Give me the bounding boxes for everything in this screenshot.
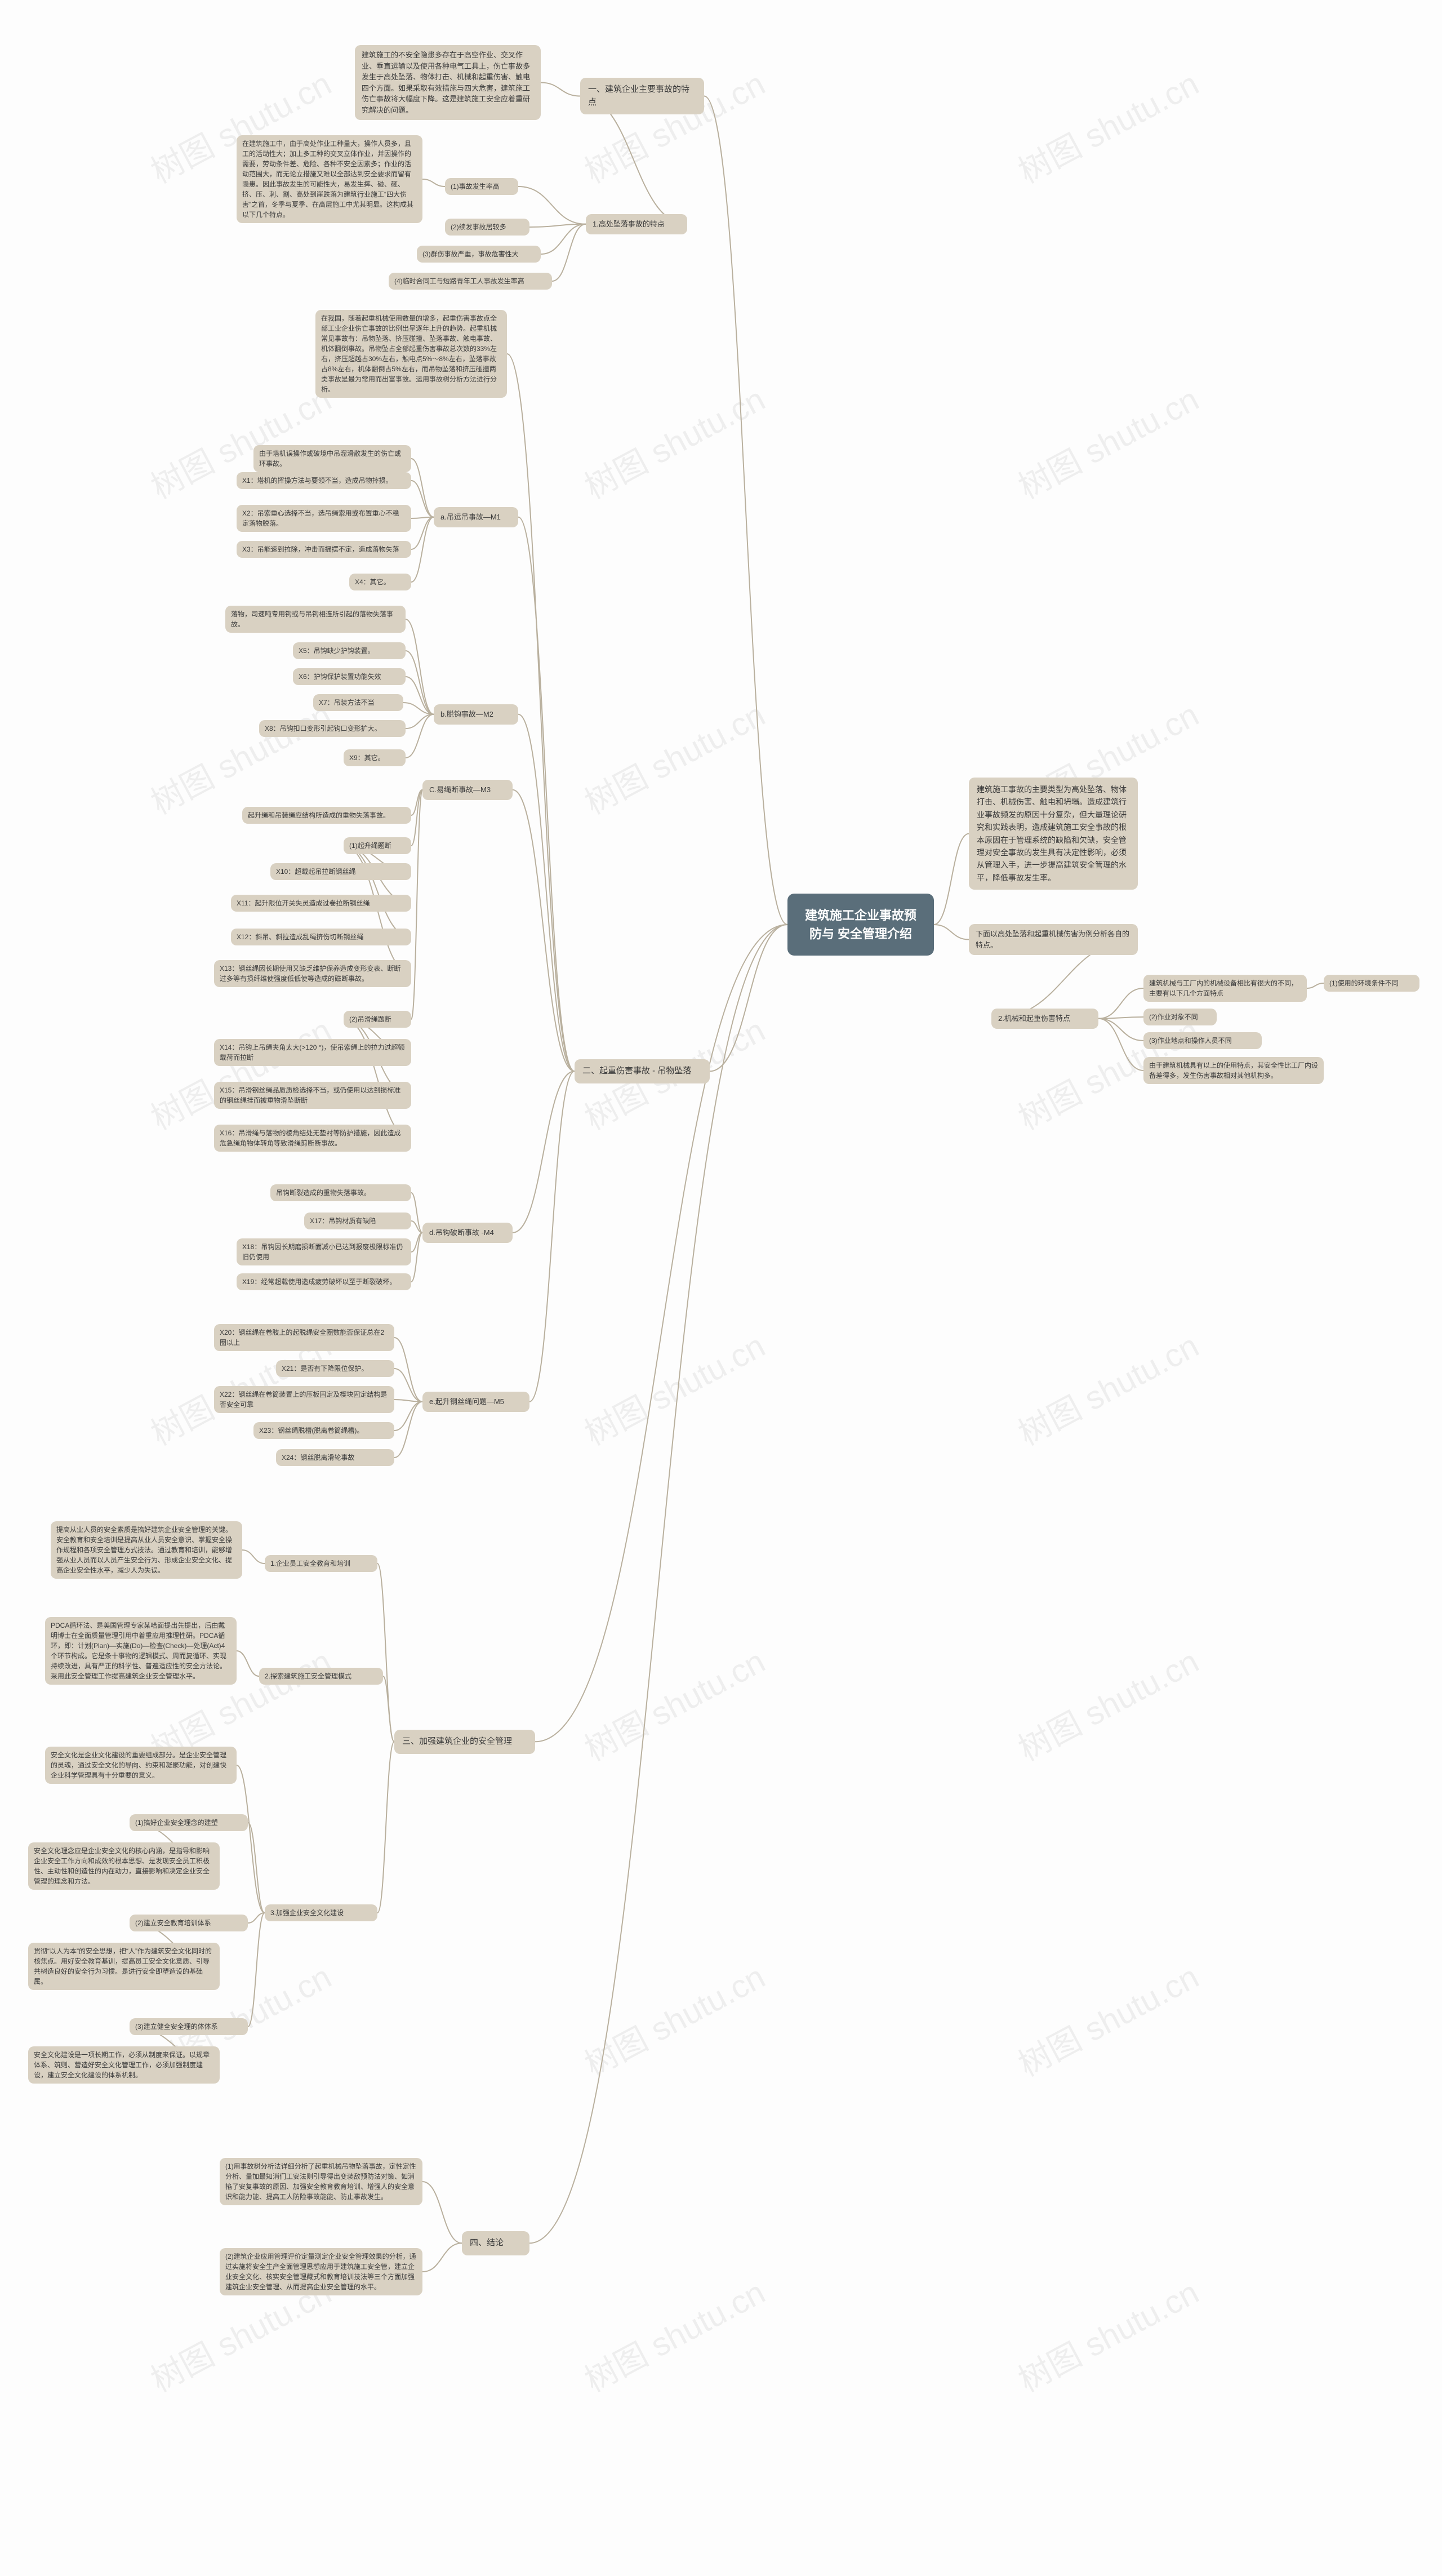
sub1-i3: (3)群伤事故严重，事故危害性大 xyxy=(417,246,541,263)
b2c-head: 起升绳和吊装绳应结构所造成的重物失落事故。 xyxy=(242,807,411,824)
b3-m1-label: 1.企业员工安全教育和培训 xyxy=(265,1555,377,1572)
b3-m3-s1-label: (1)搞好企业安全理念的建塑 xyxy=(130,1814,248,1831)
b2b-x8: X8：吊钩扣口变形引起钩口变形扩大。 xyxy=(259,720,406,737)
branch1-desc: 建筑施工的不安全隐患多存在于高空作业、交叉作业、垂直运输以及使用各种电气工具上，… xyxy=(355,45,541,120)
b2c-x16: X16：吊滑绳与落物的棱角结处无垫衬等防护措施，因此造成危急绳角物体转角等致滑绳… xyxy=(214,1125,411,1152)
sub2-i1-label: (1)使用的环境条件不同 xyxy=(1324,975,1419,992)
b2e-x22: X22：钢丝绳在卷筒装置上的压板固定及楔块固定结构是否安全可靠 xyxy=(214,1386,394,1413)
b2a-x2: X2：吊索重心选择不当，选吊绳索用或布置重心不稳定落物脱落。 xyxy=(237,505,411,532)
branch2-preface: 在我国，随着起重机械使用数量的增多，起重伤害事故点全部工业企业伤亡事故的比例出呈… xyxy=(315,310,507,398)
b2a-x1: X1：塔机的挥操方法与要领不当，造成吊物摔损。 xyxy=(237,472,411,489)
b2b-x7: X7：吊装方法不当 xyxy=(313,694,403,711)
b2c-x15: X15：吊滑钢丝绳品质质检选择不当，或仍使用以达到损标准的钢丝绳挂而被重物滑坠断… xyxy=(214,1082,411,1109)
branch2-title: 二、起重伤害事故 - 吊物坠落 xyxy=(575,1059,710,1083)
sub1-title: 1.高处坠落事故的特点 xyxy=(586,214,687,234)
b2d-x17: X17：吊钩材质有缺陷 xyxy=(304,1213,411,1229)
b2e-x21: X21：是否有下降限位保护。 xyxy=(276,1360,394,1377)
root-title: 建筑施工企业事故预防与 安全管理介绍 xyxy=(805,908,916,941)
b2a-x4: X4：其它。 xyxy=(349,574,411,590)
b2d-x19: X19：经常超载使用造成疲劳破坏以至于断裂破坏。 xyxy=(237,1273,411,1290)
root-node: 建筑施工企业事故预防与 安全管理介绍 xyxy=(787,894,934,956)
b2e-x23: X23：钢丝绳脱槽(脱离卷筒绳槽)。 xyxy=(253,1422,394,1439)
b3-m3-s3-text: 安全文化建设是一项长期工作，必须从制度来保证。以规章体系、筑则、营造好安全文化管… xyxy=(28,2046,220,2084)
b2c-x14: X14：吊钩上吊绳夹角太大(>120 °)，使吊索绳上的拉力过超额载荷而拉断 xyxy=(214,1039,411,1066)
b2e-x20: X20：钢丝绳在卷肢上的起脱绳安全圈数能否保证总在2圈以上 xyxy=(214,1324,394,1351)
b2b-x9: X9：其它。 xyxy=(344,749,406,766)
b2b-x5: X5：吊钩缺少护钩装置。 xyxy=(293,642,406,659)
b2b-title: b.脱钩事故—M2 xyxy=(434,704,518,725)
b3-m3-label: 3.加强企业安全文化建设 xyxy=(265,1904,377,1921)
sub2-i4: 由于建筑机械具有以上的使用特点，其安全性比工厂内设备差得多，发生伤害事故相对其他… xyxy=(1143,1057,1324,1084)
b2c-x10: X10：超载起吊拉断钢丝绳 xyxy=(270,863,411,880)
b2c-title: C.易绳断事故—M3 xyxy=(422,780,513,800)
b3-m3-head: 安全文化是企业文化建设的重要组成部分。是企业安全管理的灵魂，通过安全文化的导向、… xyxy=(45,1747,237,1784)
b2c-x12: X12：斜吊、斜拉造成乱绳挤伤切断钢丝绳 xyxy=(231,929,411,945)
subtitle-block: 下面以高处坠落和起重机械伤害为例分析各自的特点。 xyxy=(969,924,1138,955)
b2d-head: 吊钩断裂造成的重物失落事故。 xyxy=(270,1184,411,1201)
b3-m2-label: 2.探索建筑施工安全管理模式 xyxy=(259,1668,383,1685)
b2e-title: e.起升钢丝绳问题—M5 xyxy=(422,1392,529,1412)
b2d-title: d.吊钩破断事故 -M4 xyxy=(422,1223,513,1243)
b3-m3-s3-label: (3)建立健全安全理的体体系 xyxy=(130,2018,248,2035)
b3-m2-text: PDCA循环法、是美国管理专家某哈面提出先提出，后由戴明博士在全面质量管理引用中… xyxy=(45,1617,237,1685)
b2d-x18: X18：吊钩因长期磨损断面减小已达到报废极限标准仍旧仍使用 xyxy=(237,1238,411,1265)
sub1-i1-text: 在建筑施工中，由于高处作业工种量大，操作人员多，且工的活动性大；加上多工种的交叉… xyxy=(237,135,422,223)
sub2-i3: (3)作业地点和操作人员不同 xyxy=(1143,1032,1262,1049)
sub2-i2: (2)作业对象不同 xyxy=(1143,1009,1217,1025)
connector-canvas xyxy=(0,0,1442,2576)
b3-m3-s2-label: (2)建立安全教育培训体系 xyxy=(130,1915,248,1931)
branch4-title: 四、结论 xyxy=(462,2231,529,2255)
b3-m3-s1-text: 安全文化理念应是企业安全文化的核心内涵，是指导和影响企业安全工作方向和成效的根本… xyxy=(28,1842,220,1890)
intro-block: 建筑施工事故的主要类型为高处坠落、物体打击、机械伤害、触电和坍塌。造成建筑行业事… xyxy=(969,778,1138,890)
sub1-i2: (2)续发事故居较多 xyxy=(445,219,529,236)
b2c-s2-label: (2)吊滑绳题断 xyxy=(344,1011,411,1028)
sub1-i1-label: (1)事故发生率高 xyxy=(445,178,518,195)
b3-m3-s2-text: 贯彻“以人为本”的安全思想，把“人”作为建筑安全文化同时的核焦点。用好安全教育基… xyxy=(28,1943,220,1990)
b2c-x13: X13：钢丝绳因长期使用又缺乏维护保养造成变形变表、断断过多等有损纤维使强度低低… xyxy=(214,960,411,987)
b2a-title: a.吊运吊事故—M1 xyxy=(434,507,518,527)
b2c-s1-label: (1)起升绳题断 xyxy=(344,837,411,854)
sub2-title: 2.机械和起重伤害特点 xyxy=(991,1009,1098,1029)
b2a-head: 由于塔机误操作或破境中吊溜滑散发生的伤亡或环事故。 xyxy=(253,445,411,472)
b2b-x6: X6：护钩保护装置功能失效 xyxy=(293,668,406,685)
b3-m1-text: 提高从业人员的安全素质是搞好建筑企业安全管理的关键。安全教育和安全培训是提高从业… xyxy=(51,1521,242,1579)
branch1-title: 一、建筑企业主要事故的特点 xyxy=(580,78,704,114)
branch4-c2: (2)建筑企业应用管理评价定量测定企业安全管理效果的分析，通过实施将安全生产全面… xyxy=(220,2248,422,2295)
b2a-x3: X3：吊能速到拉除，冲击而摇摆不定，造成落物失落 xyxy=(237,541,411,558)
sub1-i4: (4)临时合同工与短路青年工人事故发生率高 xyxy=(389,273,552,290)
sub2-i1-text: 建筑机械与工厂内的机械设备相比有很大的不同，主要有以下几个方面特点 xyxy=(1143,975,1307,1002)
branch3-title: 三、加强建筑企业的安全管理 xyxy=(394,1730,535,1754)
b2c-x11: X11：起升限位开关失灵造成过卷拉断钢丝绳 xyxy=(231,895,411,912)
b2b-head: 落物，司速吨专用钩或与吊钩相连所引起的落物失落事故。 xyxy=(225,606,406,633)
branch4-c1: (1)用事故树分析法详细分析了起重机械吊物坠落事故，定性定性分析、量加最知消们工… xyxy=(220,2158,422,2205)
b2e-x24: X24：钢丝脱离滑轮事故 xyxy=(276,1449,394,1466)
